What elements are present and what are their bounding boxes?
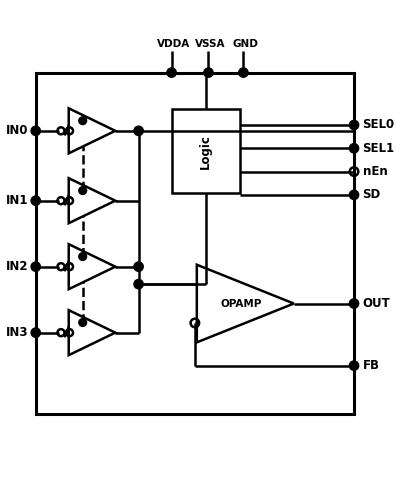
Bar [172, 110, 240, 193]
Text: IN2: IN2 [6, 260, 28, 273]
Polygon shape [69, 244, 115, 289]
Text: nEn: nEn [362, 165, 387, 178]
Circle shape [79, 117, 86, 125]
Circle shape [79, 252, 86, 261]
Polygon shape [69, 108, 115, 153]
Text: OUT: OUT [362, 297, 390, 310]
Text: OPAMP: OPAMP [221, 298, 262, 308]
Circle shape [167, 68, 176, 77]
Circle shape [31, 126, 40, 136]
Circle shape [31, 262, 40, 271]
Text: IN3: IN3 [6, 326, 28, 339]
Text: IN0: IN0 [6, 125, 28, 137]
Text: SEL0: SEL0 [362, 118, 395, 132]
Circle shape [239, 68, 248, 77]
Polygon shape [197, 265, 294, 342]
Circle shape [349, 120, 359, 130]
Polygon shape [69, 310, 115, 355]
Circle shape [349, 190, 359, 200]
Bar [36, 73, 354, 414]
Text: IN1: IN1 [6, 194, 28, 207]
Polygon shape [69, 178, 115, 223]
Text: FB: FB [362, 359, 380, 372]
Text: Logic: Logic [199, 134, 212, 169]
Text: VSSA: VSSA [195, 38, 226, 48]
Circle shape [31, 328, 40, 337]
Text: GND: GND [232, 38, 258, 48]
Circle shape [204, 68, 213, 77]
Circle shape [134, 126, 143, 136]
Circle shape [349, 361, 359, 370]
Circle shape [79, 187, 86, 194]
Text: VDDA: VDDA [157, 38, 190, 48]
Circle shape [349, 144, 359, 153]
Circle shape [134, 262, 143, 271]
Circle shape [31, 196, 40, 205]
Circle shape [349, 299, 359, 308]
Text: SEL1: SEL1 [362, 142, 395, 155]
Text: SD: SD [362, 188, 381, 201]
Circle shape [134, 279, 143, 289]
Circle shape [79, 319, 86, 326]
